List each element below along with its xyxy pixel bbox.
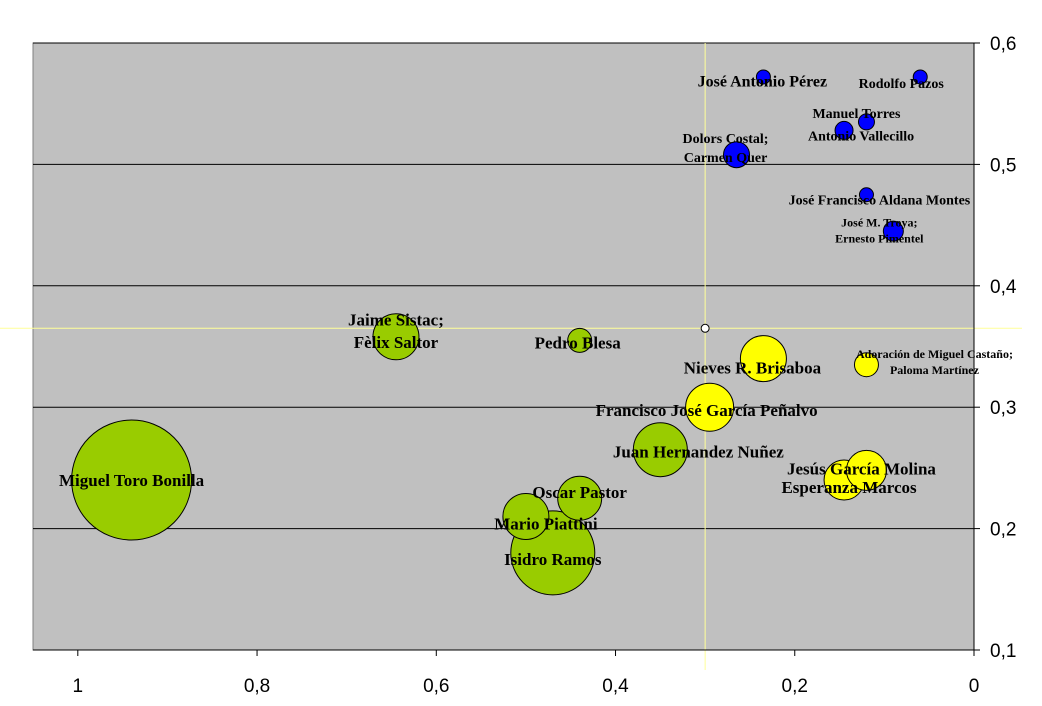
bubble-label: Fèlix Saltor [354, 333, 439, 352]
x-tick-label: 0,2 [782, 676, 808, 697]
y-tick-label: 0,4 [990, 277, 1017, 298]
bubble-label: Carmen Quer [684, 151, 768, 166]
plot-area [32, 42, 975, 651]
bubble-label: Antonio Vallecillo [808, 129, 914, 144]
x-tick-label: 0,6 [423, 676, 449, 697]
bubble-label: Miguel Toro Bonilla [59, 471, 205, 490]
bubble-label: Rodolfo Pazos [859, 77, 945, 92]
bubble [845, 449, 887, 491]
bubble-label: José M. Troya; [841, 215, 917, 229]
bubble [700, 323, 710, 333]
bubble-label: Jaime Sistac; [348, 310, 444, 329]
bubble [685, 382, 735, 432]
bubble-label: Juan Hernandez Nuñez [613, 443, 784, 462]
y-tick-label: 0,5 [990, 155, 1016, 176]
y-tick-label: 0,1 [990, 641, 1016, 662]
bubble-label: Esperanza Marcos [781, 478, 917, 497]
bubble [912, 69, 928, 85]
x-tick-label: 0,4 [602, 676, 629, 697]
bubble-label: Mario Piattini [494, 514, 598, 533]
bubble [755, 69, 771, 85]
y-tick-label: 0,6 [990, 34, 1016, 55]
axes: 0,6 0,5 0,4 0,3 0,2 0,1 1 0,8 0,6 0,4 0,2 0 [33, 34, 1017, 697]
bubble [857, 113, 875, 131]
bubble-label: Adoración de Miguel Castaño; [856, 347, 1013, 361]
bubble-label: Paloma Martínez [890, 363, 980, 377]
crosshair [0, 43, 1022, 670]
bubble [567, 327, 593, 353]
bubble-label: Pedro Blesa [535, 333, 622, 352]
bubble [372, 313, 420, 361]
bubble [858, 187, 874, 203]
bubbles [71, 69, 928, 596]
x-tick-label: 0 [969, 676, 980, 697]
bubble-label: José Antonio Pérez [698, 74, 827, 91]
y-tick-label: 0,3 [990, 398, 1016, 419]
bubble-label: Nieves R. Brisaboa [684, 359, 822, 378]
bubble-label: José Francisco Aldana Montes [789, 194, 971, 209]
plot-background [32, 42, 975, 651]
bubble [71, 419, 193, 541]
bubble-label: Dolors Costal; [683, 132, 769, 147]
bubble-label: Francisco José García Peñalvo [596, 401, 818, 420]
bubble [723, 141, 751, 169]
bubble-label: Oscar Pastor [532, 483, 627, 502]
y-tick-label: 0,2 [990, 520, 1016, 541]
bubble [557, 475, 603, 521]
bubble [502, 492, 550, 540]
bubble [834, 120, 854, 140]
x-tick-label: 0,8 [244, 676, 270, 697]
x-tick-label: 1 [73, 676, 84, 697]
bubble-label: Manuel Torres [812, 107, 901, 122]
bubble [632, 422, 688, 478]
bubble-labels: Miguel Toro Bonilla Jaime Sistac; Fèlix Sa… [59, 74, 1013, 569]
bubble-label: Ernesto Pimentel [835, 231, 924, 245]
bubble-label: Isidro Ramos [504, 550, 602, 569]
bubble [739, 335, 787, 383]
bubble-label: Jesús García Molina [787, 459, 936, 478]
gridlines [33, 42, 974, 530]
bubble [853, 352, 879, 378]
bubble [882, 220, 904, 242]
